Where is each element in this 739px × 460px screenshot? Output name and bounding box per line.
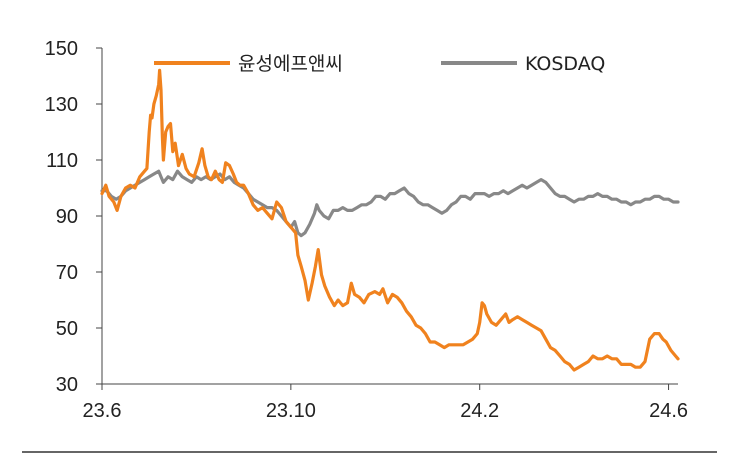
y-tick-label: 50 <box>56 318 78 340</box>
x-tick-label: 24.6 <box>649 400 688 422</box>
y-axis: 30 50 70 90 110 130 150 <box>45 38 103 396</box>
y-tick-label: 90 <box>56 206 78 228</box>
y-tick-label: 70 <box>56 262 78 284</box>
x-axis: 23.6 23.10 24.2 24.6 <box>83 383 688 422</box>
series-line-kosdaq <box>100 169 680 238</box>
y-tick-label: 30 <box>56 374 78 396</box>
x-tick-label: 23.6 <box>83 400 122 422</box>
y-tick-label: 110 <box>46 150 78 172</box>
x-tick-label: 24.2 <box>460 400 499 422</box>
legend: 윤성에프앤씨 KOSDAQ <box>154 53 605 75</box>
y-tick-label: 150 <box>45 38 78 60</box>
y-tick-label: 130 <box>45 94 78 116</box>
series-line-yoonsung <box>100 68 680 372</box>
legend-label-yoonsung: 윤성에프앤씨 <box>238 53 343 75</box>
x-tick-label: 23.10 <box>266 400 316 422</box>
series-layer <box>100 68 680 372</box>
legend-label-kosdaq: KOSDAQ <box>525 53 605 75</box>
